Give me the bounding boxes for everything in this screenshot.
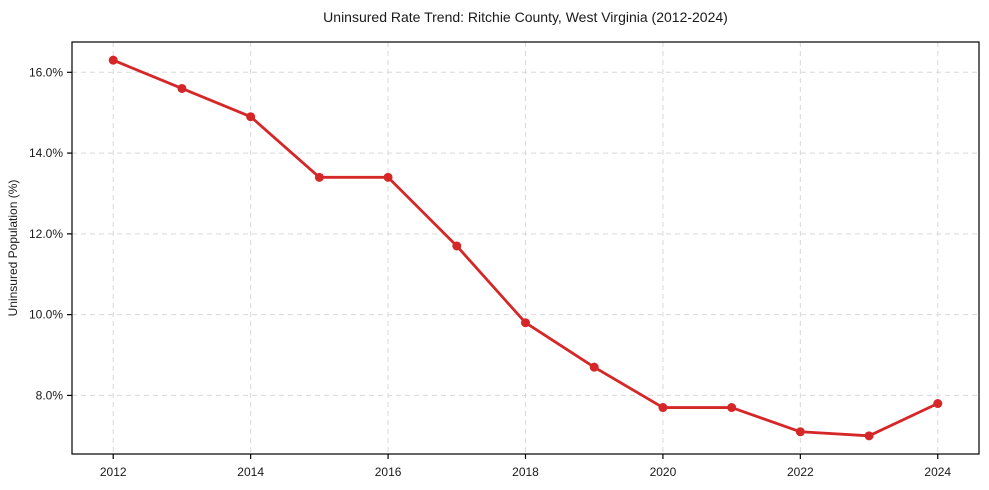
data-point-2022	[795, 427, 805, 437]
y-tick-label: 16.0%	[29, 65, 63, 79]
x-tick-label: 2020	[650, 465, 677, 479]
data-point-2024	[933, 399, 943, 409]
y-tick-label: 8.0%	[36, 388, 64, 402]
data-point-2020	[658, 403, 668, 413]
x-tick-label: 2018	[512, 465, 539, 479]
data-point-2015	[314, 172, 324, 182]
y-tick-label: 10.0%	[29, 308, 63, 322]
chart-title: Uninsured Rate Trend: Ritchie County, We…	[323, 9, 728, 25]
x-tick-label: 2012	[100, 465, 127, 479]
y-tick-label: 12.0%	[29, 227, 63, 241]
x-tick-label: 2014	[237, 465, 264, 479]
data-point-2014	[246, 112, 256, 122]
data-point-2012	[108, 55, 118, 65]
plot-border	[71, 41, 980, 455]
data-point-2017	[452, 241, 462, 251]
data-point-2018	[521, 318, 530, 328]
y-tick-label: 14.0%	[29, 146, 63, 160]
data-point-2016	[383, 172, 393, 182]
x-tick-label: 2022	[787, 465, 814, 479]
x-tick-label: 2024	[924, 465, 951, 479]
data-point-2013	[177, 83, 187, 93]
data-point-2023	[864, 431, 874, 441]
data-point-2021	[727, 403, 737, 413]
data-point-2019	[589, 362, 599, 372]
x-tick-label: 2016	[375, 465, 402, 479]
